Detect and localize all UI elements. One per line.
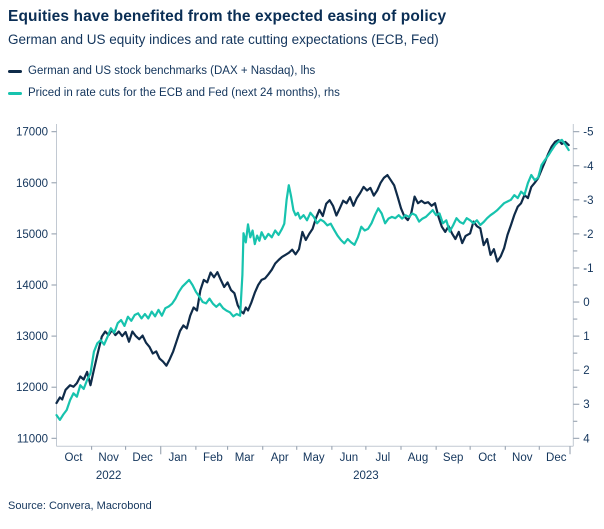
right-axis-tick-label: -1	[583, 263, 593, 275]
x-axis-month-label: Oct	[478, 452, 497, 464]
x-axis-month-label: Apr	[271, 452, 289, 464]
x-axis-month-label: Nov	[512, 452, 533, 464]
chart-subtitle: German and US equity indices and rate cu…	[8, 32, 439, 47]
x-axis	[91, 446, 571, 455]
chart-header: Equities have benefited from the expecte…	[8, 6, 600, 49]
left-axis	[51, 131, 57, 439]
x-axis-month-label: Dec	[132, 452, 153, 464]
right-axis-tick-label: 4	[583, 433, 590, 445]
right-axis-tick-label: -2	[583, 229, 593, 241]
legend-item-rate-cuts-label: Priced in rate cuts for the ECB and Fed …	[28, 87, 340, 99]
x-axis-month-label: Aug	[408, 452, 428, 464]
source-attribution: Source: Convera, Macrobond	[8, 500, 152, 512]
series-equities-line	[55, 139, 570, 405]
rate-cuts-line-swatch	[8, 91, 22, 95]
x-axis-month-label: Feb	[203, 452, 223, 464]
series-rate-cuts-line	[55, 138, 570, 421]
x-axis-month-label: Jan	[168, 452, 187, 464]
x-axis-month-label: Jun	[340, 452, 359, 464]
right-axis-tick-label: 2	[583, 365, 589, 377]
right-axis-tick-label: 3	[583, 399, 589, 411]
legend-item-equities-label: German and US stock benchmarks (DAX + Na…	[28, 65, 316, 77]
left-axis-tick-label: 17000	[16, 127, 48, 139]
equities-line-swatch	[8, 69, 22, 73]
x-axis-month-label: Nov	[98, 452, 119, 464]
right-axis-tick-label: -4	[583, 161, 594, 173]
chart-title: Equities have benefited from the expecte…	[8, 8, 447, 25]
x-axis-year-label: 2022	[96, 470, 122, 482]
x-axis-month-label: May	[303, 452, 325, 464]
x-axis-month-label: Sep	[443, 452, 463, 464]
legend-item-equities: German and US stock benchmarks (DAX + Na…	[8, 60, 340, 82]
left-axis-tick-label: 11000	[17, 433, 48, 445]
left-axis-tick-label: 14000	[16, 280, 48, 292]
x-axis-year-label: 2023	[353, 470, 379, 482]
right-axis-tick-label: 1	[583, 331, 589, 343]
x-axis-month-label: Oct	[65, 452, 84, 464]
x-axis-month-label: Dec	[546, 452, 567, 464]
x-axis-month-label: Mar	[235, 452, 255, 464]
right-axis	[573, 131, 580, 439]
right-axis-tick-label: -5	[583, 127, 593, 139]
right-axis-tick-label: -3	[583, 195, 593, 207]
left-axis-tick-label: 13000	[16, 331, 48, 343]
legend: German and US stock benchmarks (DAX + Na…	[8, 60, 340, 104]
axes	[56, 124, 574, 447]
legend-item-rate-cuts: Priced in rate cuts for the ECB and Fed …	[8, 82, 340, 104]
x-axis-month-label: Jul	[376, 452, 391, 464]
left-axis-tick-label: 12000	[16, 382, 48, 394]
left-axis-tick-label: 16000	[16, 178, 48, 190]
right-axis-tick-label: 0	[583, 297, 589, 309]
left-axis-tick-label: 15000	[16, 229, 48, 241]
